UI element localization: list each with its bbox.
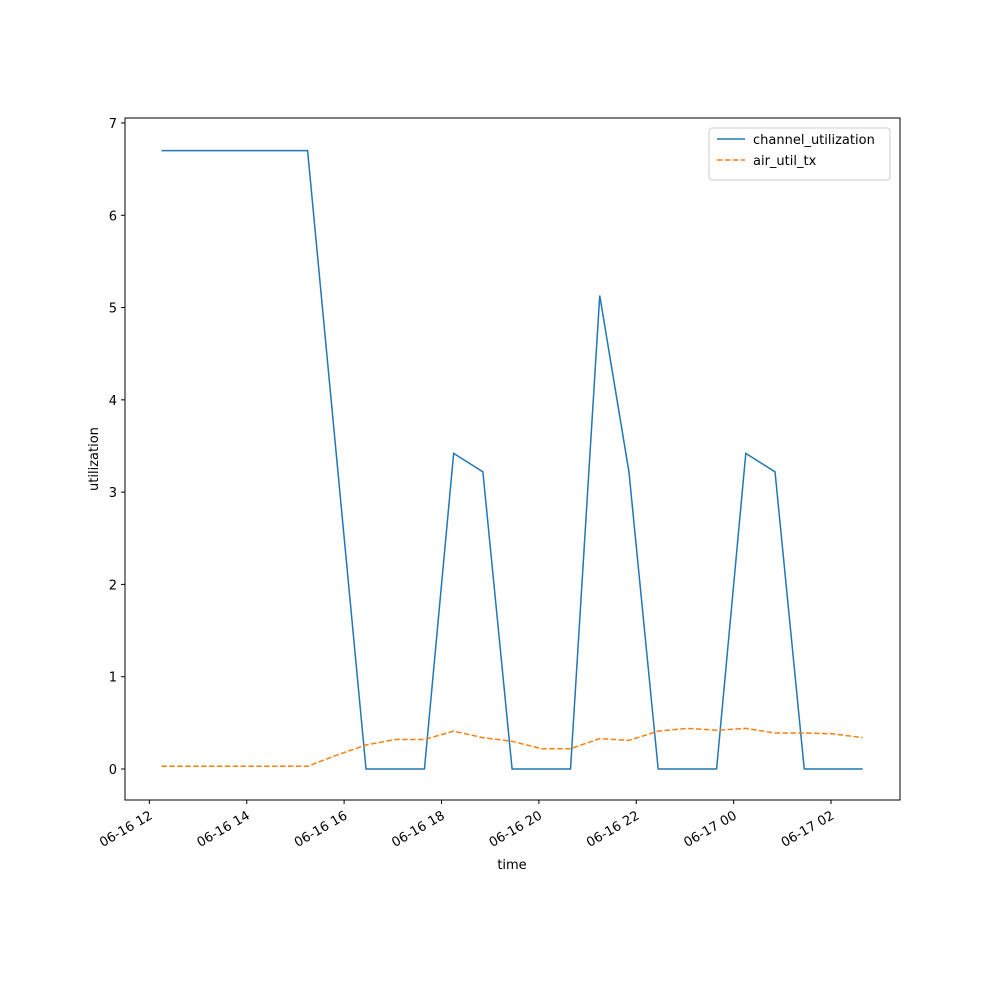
- x-tick-label: 06-16 22: [584, 808, 642, 850]
- line-series: [161, 727, 863, 767]
- x-tick-label: 06-17 00: [682, 808, 740, 850]
- x-tick-label: 06-16 12: [97, 808, 155, 850]
- x-axis-label: time: [497, 858, 526, 873]
- y-tick-label: 5: [109, 302, 117, 317]
- x-tick-label: 06-16 18: [389, 808, 447, 850]
- legend-label: air_util_tx: [753, 154, 817, 169]
- legend-box: [708, 127, 891, 181]
- x-tick-label: 06-16 16: [292, 808, 350, 850]
- y-tick-label: 1: [109, 671, 117, 686]
- y-tick-label: 3: [109, 486, 117, 501]
- plot-frame: [124, 117, 901, 801]
- y-tick-label: 4: [109, 394, 117, 409]
- x-tick-label: 06-16 20: [487, 808, 545, 850]
- line-series: [161, 149, 863, 770]
- x-tick-label: 06-16 14: [195, 808, 253, 850]
- y-axis-label: utilization: [87, 427, 102, 491]
- x-tick-label: 06-17 02: [779, 808, 837, 850]
- y-tick-label: 0: [109, 763, 117, 778]
- legend-label: channel_utilization: [753, 133, 875, 148]
- y-tick-label: 2: [109, 578, 117, 593]
- y-tick-label: 7: [109, 117, 117, 132]
- y-tick-label: 6: [109, 209, 117, 224]
